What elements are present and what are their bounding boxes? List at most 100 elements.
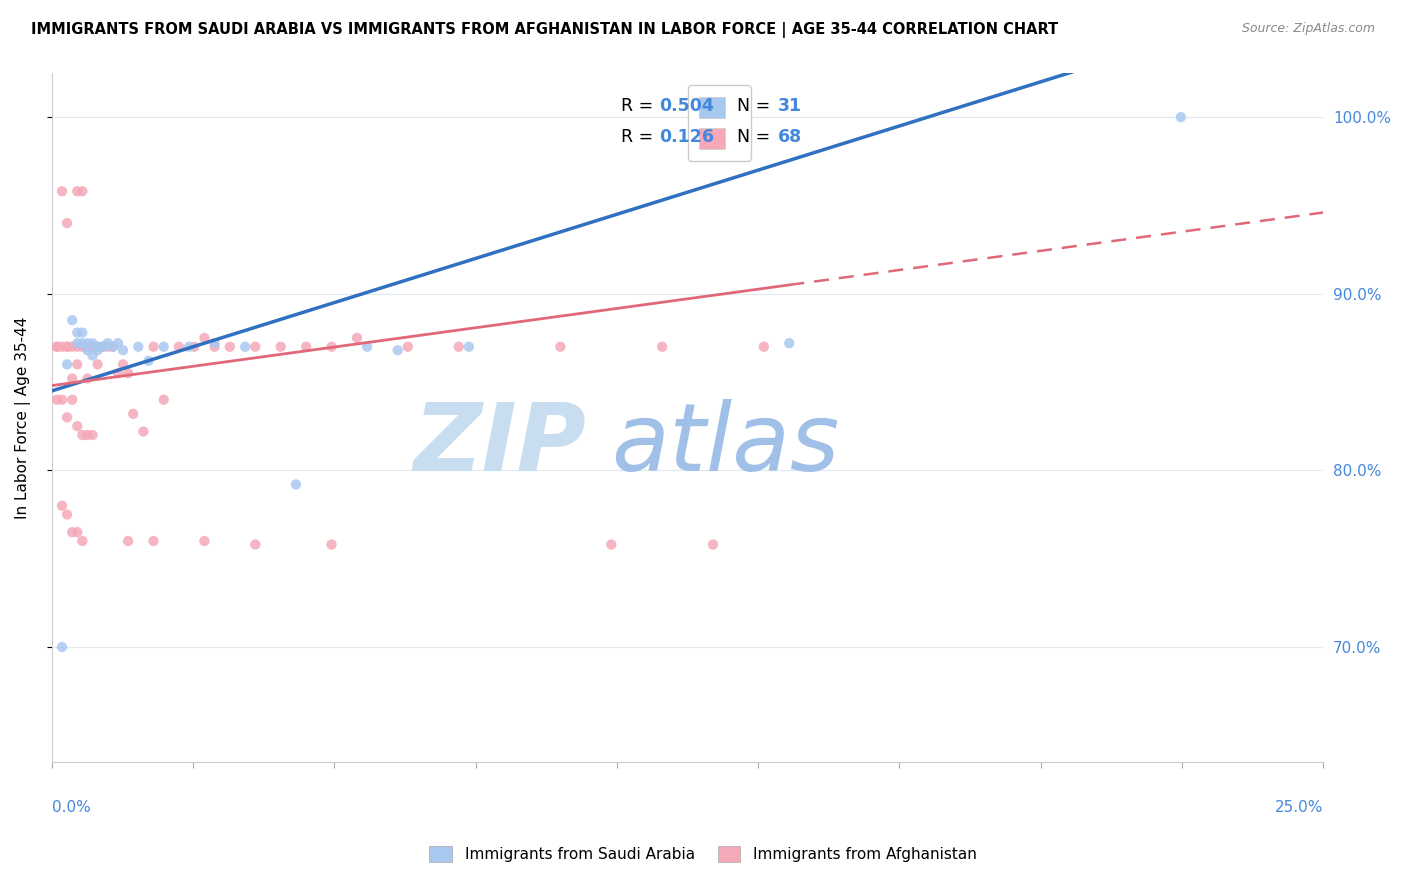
Point — [457, 340, 479, 354]
Point — [51, 184, 73, 198]
Point — [51, 340, 73, 354]
Point — [60, 313, 83, 327]
Point — [76, 340, 98, 354]
Point — [86, 340, 108, 354]
Text: 0.504: 0.504 — [659, 97, 714, 115]
Text: R =: R = — [621, 128, 659, 146]
Point — [60, 340, 83, 354]
Point — [51, 499, 73, 513]
Point — [82, 340, 104, 354]
Point — [204, 336, 226, 351]
Point — [72, 326, 94, 340]
Point — [142, 340, 165, 354]
Point — [66, 336, 89, 351]
Point — [51, 392, 73, 407]
Point — [233, 340, 256, 354]
Point — [107, 366, 129, 380]
Point — [45, 392, 67, 407]
Point — [45, 340, 67, 354]
Point — [447, 340, 470, 354]
Point — [550, 340, 572, 354]
Point — [193, 534, 215, 549]
Point — [112, 358, 135, 372]
Point — [56, 340, 79, 354]
Point — [778, 336, 800, 351]
Point — [127, 340, 149, 354]
Point — [86, 358, 108, 372]
Point — [82, 428, 104, 442]
Point — [218, 340, 240, 354]
Point — [193, 331, 215, 345]
Point — [72, 534, 94, 549]
Point — [387, 343, 409, 358]
Point — [91, 340, 114, 354]
Text: Source: ZipAtlas.com: Source: ZipAtlas.com — [1241, 22, 1375, 36]
Point — [91, 340, 114, 354]
Point — [245, 537, 267, 551]
Point — [152, 392, 174, 407]
Point — [600, 537, 623, 551]
Point — [82, 340, 104, 354]
Point — [66, 184, 89, 198]
Text: 25.0%: 25.0% — [1275, 799, 1323, 814]
Point — [97, 340, 120, 354]
Point — [295, 340, 318, 354]
Point — [651, 340, 673, 354]
Point — [76, 336, 98, 351]
Text: N =: N = — [725, 128, 776, 146]
Point — [56, 358, 79, 372]
Text: atlas: atlas — [612, 400, 839, 491]
Point — [56, 216, 79, 230]
Point — [117, 534, 139, 549]
Point — [356, 340, 378, 354]
Point — [142, 534, 165, 549]
Y-axis label: In Labor Force | Age 35-44: In Labor Force | Age 35-44 — [15, 316, 31, 518]
Point — [86, 343, 108, 358]
Point — [245, 340, 267, 354]
Legend: , : , — [688, 86, 751, 161]
Point — [321, 537, 343, 551]
Point — [396, 340, 419, 354]
Point — [76, 428, 98, 442]
Point — [56, 508, 79, 522]
Point — [346, 331, 368, 345]
Point — [183, 340, 205, 354]
Point — [56, 340, 79, 354]
Point — [117, 366, 139, 380]
Point — [60, 392, 83, 407]
Point — [51, 640, 73, 654]
Point — [270, 340, 292, 354]
Text: 0.0%: 0.0% — [52, 799, 90, 814]
Point — [112, 343, 135, 358]
Point — [86, 340, 108, 354]
Point — [82, 349, 104, 363]
Point — [72, 428, 94, 442]
Point — [91, 340, 114, 354]
Point — [66, 326, 89, 340]
Point — [66, 340, 89, 354]
Point — [702, 537, 724, 551]
Point — [167, 340, 190, 354]
Point — [101, 340, 124, 354]
Point — [72, 184, 94, 198]
Point — [76, 371, 98, 385]
Point — [152, 340, 174, 354]
Point — [60, 371, 83, 385]
Point — [72, 336, 94, 351]
Text: 0.126: 0.126 — [659, 128, 714, 146]
Point — [82, 336, 104, 351]
Text: 31: 31 — [778, 97, 801, 115]
Point — [138, 354, 160, 368]
Point — [204, 340, 226, 354]
Point — [66, 358, 89, 372]
Text: N =: N = — [725, 97, 776, 115]
Point — [101, 340, 124, 354]
Point — [66, 525, 89, 540]
Legend: Immigrants from Saudi Arabia, Immigrants from Afghanistan: Immigrants from Saudi Arabia, Immigrants… — [423, 840, 983, 868]
Point — [76, 343, 98, 358]
Point — [45, 340, 67, 354]
Point — [107, 336, 129, 351]
Text: 68: 68 — [778, 128, 801, 146]
Text: IMMIGRANTS FROM SAUDI ARABIA VS IMMIGRANTS FROM AFGHANISTAN IN LABOR FORCE | AGE: IMMIGRANTS FROM SAUDI ARABIA VS IMMIGRAN… — [31, 22, 1059, 38]
Point — [72, 340, 94, 354]
